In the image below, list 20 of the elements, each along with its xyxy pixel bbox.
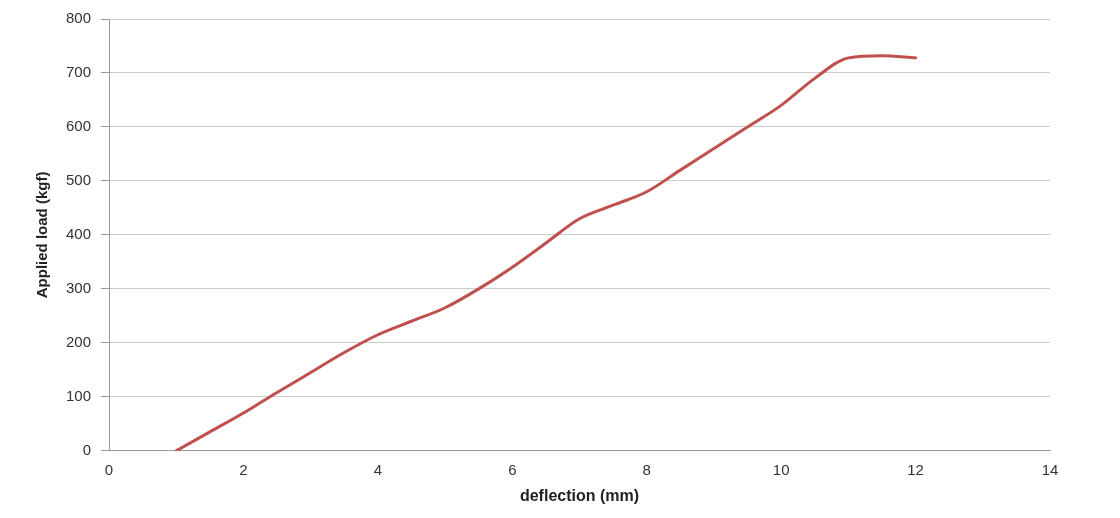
x-tick-label: 14 — [1041, 460, 1059, 478]
y-tick-label: 700 — [66, 63, 92, 81]
x-tick-label: 0 — [104, 460, 114, 478]
x-tick-label: 10 — [772, 460, 790, 478]
y-tick-label: 0 — [82, 440, 92, 458]
y-tick-label: 800 — [66, 9, 92, 27]
x-tick-label: 6 — [508, 460, 517, 478]
y-tick-label: 600 — [66, 117, 92, 135]
y-axis-title: Applied load (kgf) — [33, 171, 51, 299]
y-tick-label: 100 — [66, 386, 92, 404]
y-tick-label: 400 — [66, 225, 92, 243]
y-tick-label: 500 — [66, 171, 92, 189]
x-tick-label: 2 — [239, 460, 248, 478]
x-tick-label: 12 — [907, 460, 924, 478]
x-tick-label: 4 — [373, 460, 383, 478]
y-tick-label: 300 — [66, 279, 92, 297]
y-tick-label: 200 — [66, 332, 92, 350]
x-tick-label: 8 — [642, 460, 651, 478]
line-series — [174, 54, 918, 451]
x-axis-title: deflection (mm) — [519, 486, 640, 504]
